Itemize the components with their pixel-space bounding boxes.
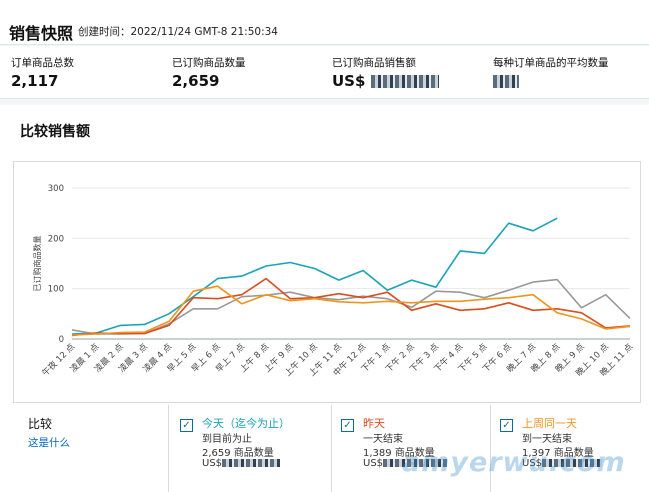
card-sales-currency: US$ (363, 458, 384, 469)
divider (331, 405, 332, 492)
stat-ordered-sales: 已订购商品销售额 US$ (332, 55, 439, 90)
stat-label: 每种订单商品的平均数量 (493, 57, 609, 69)
card-title: 上周同一天 (522, 417, 577, 430)
compare-card-yesterday: ✓ 昨天 一天结束 1,389 商品数量 US$ (331, 409, 477, 479)
last-week-checkbox[interactable]: ✓ (500, 419, 513, 432)
y-tick-label: 0 (59, 335, 64, 345)
card-subtitle: 到目前为止 (202, 434, 252, 445)
stat-value: US$ (332, 72, 366, 90)
series-line-1 (71, 278, 631, 335)
top-bar: 销售快照 创建时间：2022/11/24 GMT-8 21:50:34 (0, 0, 649, 45)
created-timestamp: 创建时间：2022/11/24 GMT-8 21:50:34 (78, 26, 278, 38)
stat-units-ordered: 已订购商品数量 2,659 (172, 55, 246, 90)
whats-this-link[interactable]: 这是什么 (28, 437, 70, 449)
card-title: 今天（迄今为止） (202, 417, 290, 430)
redacted-block (370, 75, 439, 88)
x-tick-label: 午夜 12 点 (40, 341, 78, 379)
today-checkbox[interactable]: ✓ (180, 419, 193, 432)
card-subtitle: 一天结束 (363, 434, 403, 445)
card-sales-currency: US$ (202, 458, 223, 469)
stat-label: 已订购商品数量 (172, 57, 246, 69)
compare-card-last-week: ✓ 上周同一天 到一天结束 1,397 商品数量 US$ (490, 409, 636, 479)
card-qty: 2,659 商品数量 (202, 448, 274, 459)
divider (168, 405, 169, 492)
series-line-3 (71, 285, 631, 336)
y-tick-label: 300 (48, 184, 64, 194)
compare-card-today: ✓ 今天（迄今为止） 到目前为止 2,659 商品数量 US$ (170, 409, 316, 479)
compare-label: 比较 (28, 417, 53, 431)
card-subtitle: 到一天结束 (522, 434, 572, 445)
y-tick-label: 100 (48, 285, 64, 295)
redacted-block (222, 459, 281, 467)
stat-value: 2,659 (172, 72, 220, 90)
card-qty: 1,397 商品数量 (522, 448, 594, 459)
watermark: amyerwu.com (402, 447, 626, 478)
stat-value-row: US$ (332, 72, 439, 90)
series-line-2 (71, 277, 631, 337)
series-line-0 (71, 217, 558, 335)
divider (490, 405, 491, 492)
page-title: 销售快照 (9, 24, 74, 43)
section-title: 比较销售额 (20, 124, 90, 140)
y-axis-label: 已订购商品数量 (32, 236, 42, 292)
redacted-block (542, 459, 603, 467)
yesterday-checkbox[interactable]: ✓ (341, 419, 354, 432)
card-sales: US$ (202, 458, 281, 469)
card-sales: US$ (363, 458, 448, 469)
card-sales: US$ (522, 458, 603, 469)
compare-sales-section: 比较销售额 0 100 200 300 已订购商品数量 午夜 12 点凌晨 1 点凌晨 2… (0, 105, 649, 492)
redacted-block (383, 459, 448, 467)
stat-label: 已订购商品销售额 (332, 57, 416, 69)
compare-panel: 比较 这是什么 ✓ 今天（迄今为止） 到目前为止 2,659 商品数量 US$ … (0, 405, 649, 492)
stat-label: 订单商品总数 (11, 57, 74, 69)
sales-chart: 0 100 200 300 已订购商品数量 午夜 12 点凌晨 1 点凌晨 2 点凌晨 3… (13, 161, 641, 403)
stat-value: 2,117 (11, 72, 59, 90)
stat-total-order-items: 订单商品总数 2,117 (11, 55, 74, 90)
card-title: 昨天 (363, 417, 385, 430)
stat-avg-units: 每种订单商品的平均数量 (493, 55, 609, 90)
card-sales-currency: US$ (522, 458, 543, 469)
stat-value-row (493, 72, 609, 90)
redacted-block (493, 75, 519, 88)
stats-bar: 订单商品总数 2,117 已订购商品数量 2,659 已订购商品销售额 US$ … (0, 46, 649, 99)
card-qty: 1,389 商品数量 (363, 448, 435, 459)
y-tick-label: 200 (48, 234, 64, 244)
